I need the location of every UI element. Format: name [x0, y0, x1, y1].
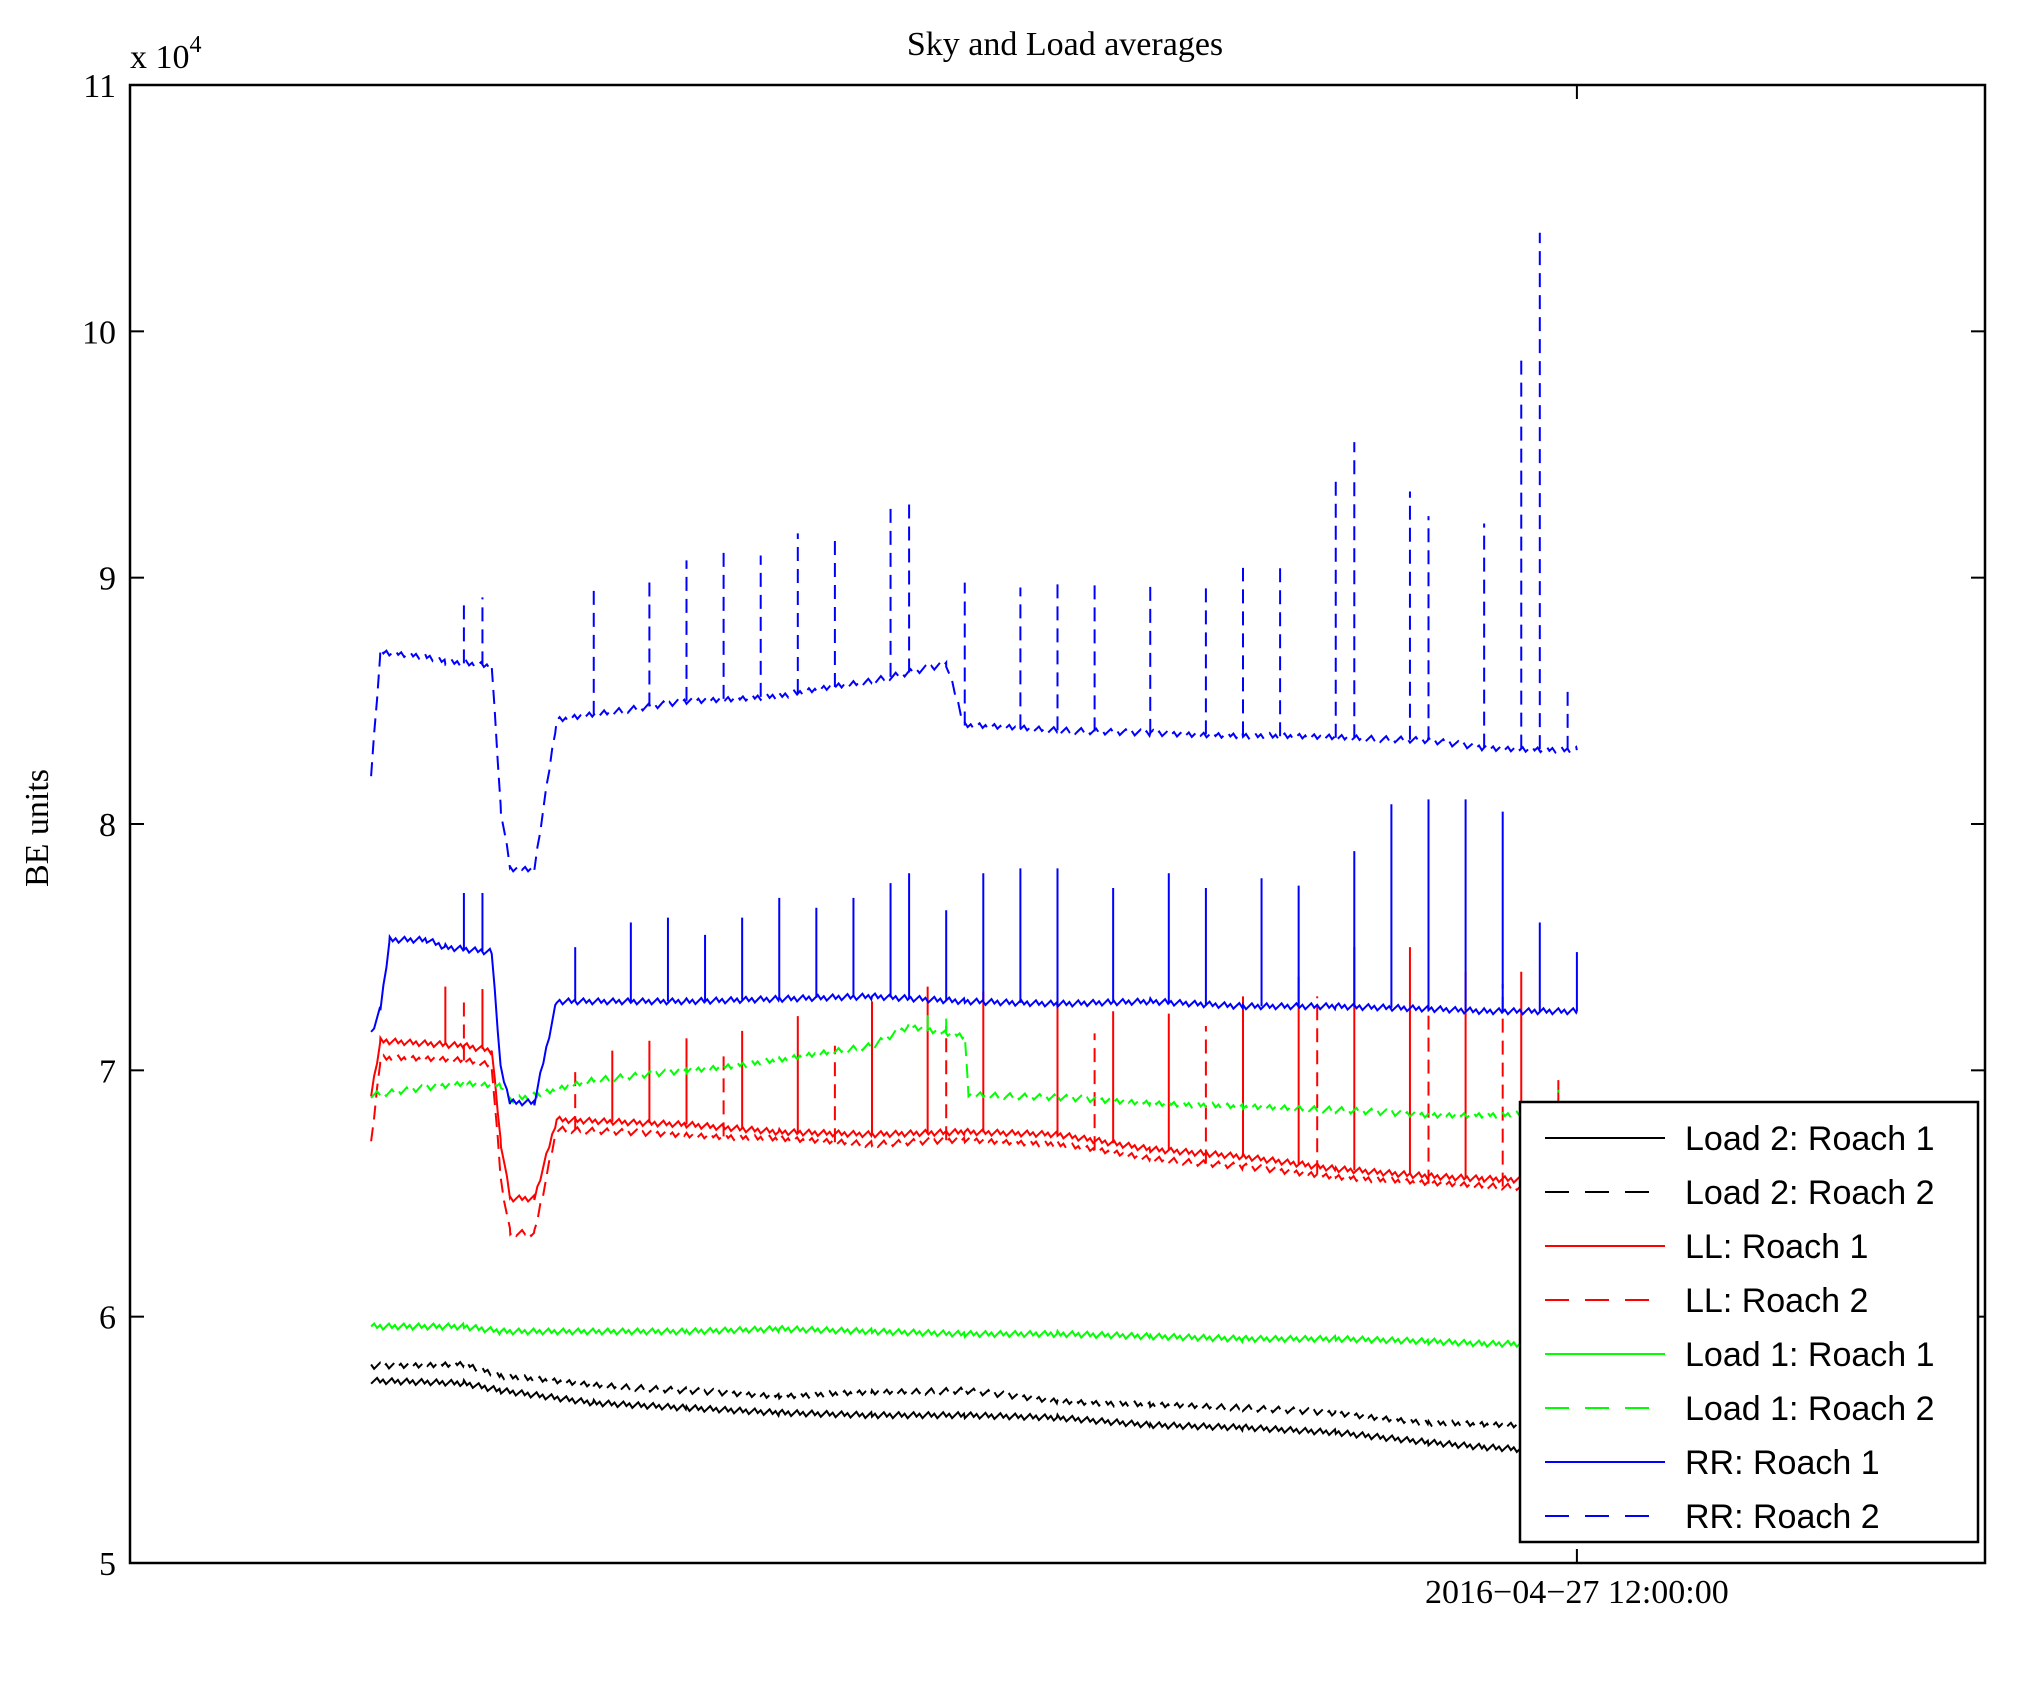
series-line — [370, 1359, 1578, 1432]
y-axis-label: BE units — [19, 769, 56, 887]
legend-label: Load 1: Roach 2 — [1685, 1390, 1935, 1428]
legend: Load 2: Roach 1 Load 2: Roach 2 LL: Roach … — [1518, 1100, 1980, 1544]
series-line — [370, 1376, 1578, 1458]
series-line — [370, 1053, 1578, 1238]
series-ll-roach-2 — [370, 976, 1578, 1238]
chart-title: Sky and Load averages — [907, 26, 1223, 63]
y-tick-label: 7 — [99, 1053, 116, 1090]
series-line — [370, 1321, 1578, 1350]
legend-label: Load 1: Roach 1 — [1685, 1336, 1935, 1374]
y-tick-label: 8 — [99, 807, 116, 844]
y-tick-label: 5 — [99, 1546, 116, 1583]
legend-label: RR: Roach 1 — [1685, 1444, 1880, 1482]
series-rr-roach-2 — [370, 232, 1578, 873]
legend-box — [1518, 1100, 1980, 1544]
series-load-2-roach-1 — [370, 1376, 1578, 1458]
x-tick-label: 2016−04−27 12:00:00 — [1425, 1574, 1729, 1611]
legend-label: LL: Roach 2 — [1685, 1282, 1868, 1320]
series-load-2-roach-2 — [370, 1359, 1578, 1432]
y-exponent-power: 4 — [190, 32, 202, 58]
series-line — [370, 1034, 1577, 1203]
ticks-layer: 5 6 7 8 9 10 11 2016−04−27 12:00:00 — [82, 68, 1985, 1611]
legend-label: Load 2: Roach 1 — [1685, 1120, 1935, 1158]
series-load-1-roach-1 — [370, 1321, 1578, 1350]
legend-label: LL: Roach 1 — [1685, 1228, 1868, 1266]
y-tick-label: 10 — [82, 314, 116, 351]
legend-label: RR: Roach 2 — [1685, 1498, 1880, 1536]
y-exponent-label: x 104 — [130, 32, 202, 76]
series-rr-roach-1 — [370, 799, 1578, 1107]
y-tick-label: 11 — [83, 68, 116, 105]
series-line — [370, 933, 1578, 1107]
series-layer — [370, 232, 1578, 1458]
legend-label: Load 2: Roach 2 — [1685, 1174, 1935, 1212]
y-tick-label: 9 — [99, 561, 116, 598]
y-exponent-base: x 10 — [130, 39, 190, 76]
plot-area-frame — [128, 83, 1987, 1565]
series-line — [370, 645, 1578, 873]
y-tick-label: 6 — [99, 1300, 116, 1337]
